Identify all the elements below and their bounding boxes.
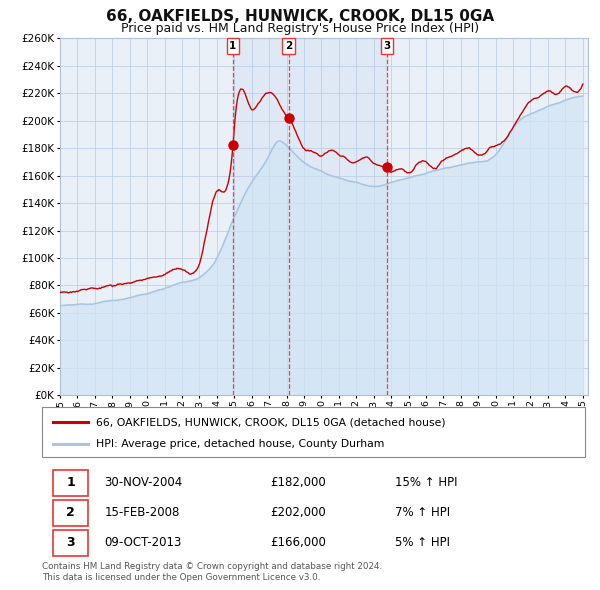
Bar	[53, 470, 88, 496]
Text: 09-OCT-2013: 09-OCT-2013	[104, 536, 182, 549]
Text: 5% ↑ HPI: 5% ↑ HPI	[395, 536, 450, 549]
Text: Contains HM Land Registry data © Crown copyright and database right 2024.: Contains HM Land Registry data © Crown c…	[42, 562, 382, 571]
Text: 15% ↑ HPI: 15% ↑ HPI	[395, 477, 457, 490]
Text: 66, OAKFIELDS, HUNWICK, CROOK, DL15 0GA (detached house): 66, OAKFIELDS, HUNWICK, CROOK, DL15 0GA …	[97, 417, 446, 427]
Bar	[53, 530, 88, 556]
Text: Price paid vs. HM Land Registry's House Price Index (HPI): Price paid vs. HM Land Registry's House …	[121, 22, 479, 35]
Text: 3: 3	[383, 41, 391, 51]
Text: 3: 3	[66, 536, 75, 549]
Text: 15-FEB-2008: 15-FEB-2008	[104, 506, 180, 519]
Text: £182,000: £182,000	[270, 477, 326, 490]
Text: 2: 2	[66, 506, 75, 519]
Text: 66, OAKFIELDS, HUNWICK, CROOK, DL15 0GA: 66, OAKFIELDS, HUNWICK, CROOK, DL15 0GA	[106, 9, 494, 24]
Bar	[233, 38, 387, 395]
Text: 1: 1	[66, 477, 75, 490]
Text: 2: 2	[285, 41, 292, 51]
Bar	[53, 500, 88, 526]
Text: £166,000: £166,000	[270, 536, 326, 549]
Text: 7% ↑ HPI: 7% ↑ HPI	[395, 506, 450, 519]
Text: This data is licensed under the Open Government Licence v3.0.: This data is licensed under the Open Gov…	[42, 573, 320, 582]
Text: 30-NOV-2004: 30-NOV-2004	[104, 477, 182, 490]
Text: HPI: Average price, detached house, County Durham: HPI: Average price, detached house, Coun…	[97, 439, 385, 449]
Text: 1: 1	[229, 41, 236, 51]
Text: £202,000: £202,000	[270, 506, 326, 519]
